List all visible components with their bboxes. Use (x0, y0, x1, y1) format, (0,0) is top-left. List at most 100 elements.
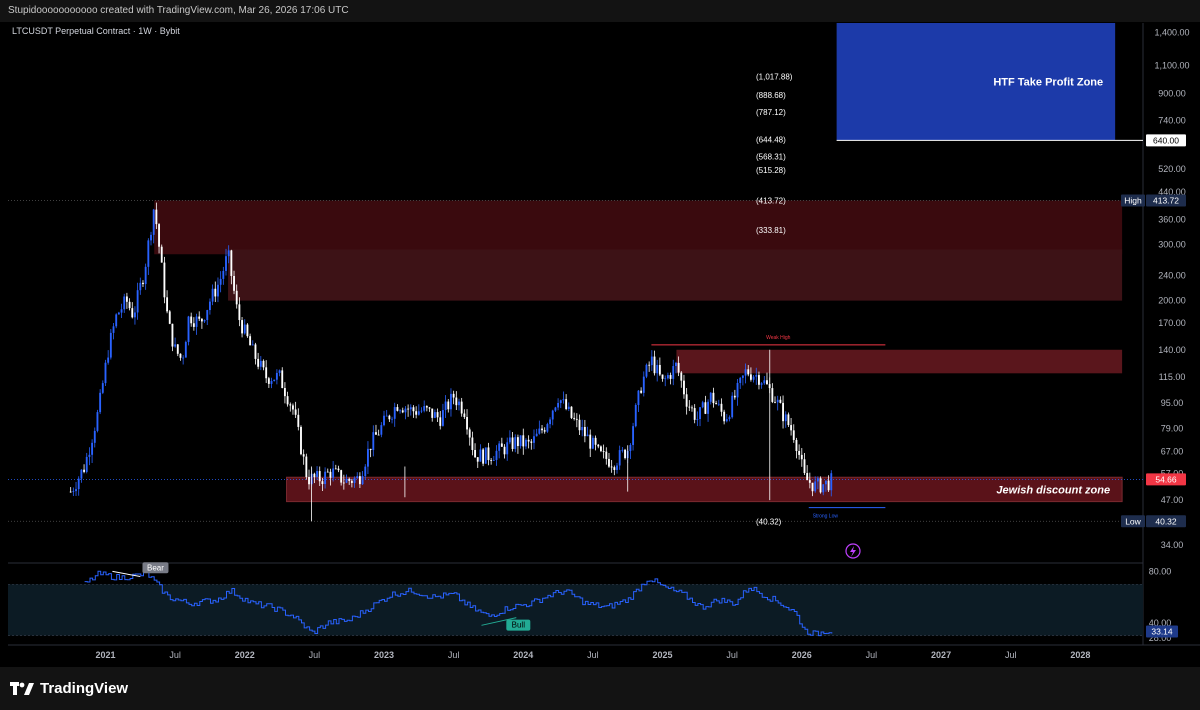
candle-body (546, 424, 549, 432)
candle-body (808, 480, 811, 483)
candle-body (455, 397, 458, 406)
candle-body (723, 411, 726, 422)
candle-body (283, 388, 286, 397)
axis-badge-value: 413.72 (1153, 195, 1179, 205)
price-level-label: (333.81) (756, 226, 786, 235)
candle-body (557, 402, 560, 408)
candle-body (251, 344, 254, 346)
candle-body (744, 369, 747, 376)
price-level-label: (40.32) (756, 517, 782, 526)
price-tick-label: 34.00 (1161, 540, 1184, 550)
candle-body (302, 454, 305, 457)
zone-2 (676, 349, 1123, 374)
candle-body (415, 411, 418, 415)
candle-body (233, 275, 235, 291)
rsi-tick-label: 40.00 (1149, 618, 1172, 628)
candle-body (824, 480, 827, 485)
price-level-label: (413.72) (756, 196, 786, 205)
rsi-current-badge (1146, 625, 1178, 638)
candle-body (691, 407, 693, 409)
candle-body (784, 414, 787, 422)
candle-body (407, 408, 410, 410)
price-tick-label: 95.00 (1161, 398, 1184, 408)
candle-body (450, 393, 452, 410)
price-tick-label: 140.00 (1158, 345, 1186, 355)
candle-body (431, 408, 434, 418)
candle-body (372, 432, 375, 451)
zone-0 (154, 200, 1123, 255)
chart-canvas[interactable]: LTCUSDT Perpetual Contract · 1W · Bybit J… (0, 0, 1200, 667)
candle-body (187, 316, 190, 342)
candle-body (771, 388, 774, 402)
axis-badge-tag-label: Low (1125, 516, 1141, 526)
price-tick-label: 47.00 (1161, 495, 1184, 505)
candle-body (707, 401, 710, 414)
candle-body (420, 410, 423, 412)
price-level-label: (1,017.88) (756, 72, 793, 81)
tradingview-logo[interactable]: TradingView (10, 680, 128, 697)
zone-label-3: Jewish discount zone (996, 484, 1110, 496)
time-tick-label: Jul (169, 650, 181, 660)
candle-body (715, 403, 718, 405)
candle-body (803, 459, 806, 474)
candle-body (551, 410, 554, 420)
candle-body (396, 407, 399, 411)
candle-body (731, 395, 734, 418)
price-tick-label: 79.00 (1161, 424, 1184, 434)
candle-body (589, 434, 592, 449)
candle-body (814, 481, 817, 492)
candle-body (683, 380, 685, 395)
candle-body (142, 282, 144, 285)
candle-body (822, 484, 825, 493)
price-tick-label: 170.00 (1158, 318, 1186, 328)
candle-body (664, 378, 667, 380)
candle-body (541, 428, 543, 431)
bear-signal-badge (142, 562, 169, 574)
candle-body (704, 402, 707, 414)
rsi-tick-label: 80.00 (1149, 566, 1172, 576)
candle-body (554, 407, 557, 411)
candle-body (93, 430, 96, 443)
candle-body (640, 390, 643, 393)
candle-body (166, 297, 169, 312)
time-tick-label: 2027 (931, 650, 951, 660)
candle-body (257, 358, 260, 367)
candle-body (685, 394, 688, 407)
candle-body (123, 296, 126, 310)
candle-body (88, 454, 91, 457)
candle-body (795, 439, 798, 452)
candle-body (468, 429, 471, 438)
time-tick-label: 2026 (792, 650, 812, 660)
candle-body (77, 478, 80, 490)
candle-body (249, 336, 252, 346)
candle-body (388, 415, 391, 420)
axis-badge (1146, 194, 1186, 207)
candle-body (150, 234, 152, 241)
price-level-label: (787.12) (756, 108, 786, 117)
time-tick-label: Jul (866, 650, 878, 660)
candle-body (83, 469, 85, 472)
candle-body (203, 319, 206, 322)
candle-body (69, 491, 72, 493)
symbol-label: LTCUSDT Perpetual Contract · 1W · Bybit (12, 26, 180, 36)
candle-body (562, 399, 565, 401)
candle-body (208, 301, 211, 311)
candle-body (168, 311, 171, 324)
candle-body (358, 476, 361, 485)
candle-body (152, 209, 155, 235)
rsi-band (8, 584, 1143, 636)
candle-body (267, 378, 270, 384)
candle-body (375, 432, 377, 435)
candle-body (144, 266, 147, 285)
candle-body (192, 323, 195, 327)
zone-label-4: HTF Take Profit Zone (993, 77, 1103, 89)
credit-text: Stupidooooooooooo created with TradingVi… (8, 5, 349, 16)
candle-body (466, 417, 468, 430)
candle-body (75, 489, 77, 492)
rsi-line (84, 570, 833, 637)
candle-body (720, 403, 723, 412)
candle-body (666, 375, 669, 379)
annotation-0: Weak High (766, 335, 791, 341)
candle-body (677, 362, 680, 373)
candle-body (739, 377, 742, 383)
